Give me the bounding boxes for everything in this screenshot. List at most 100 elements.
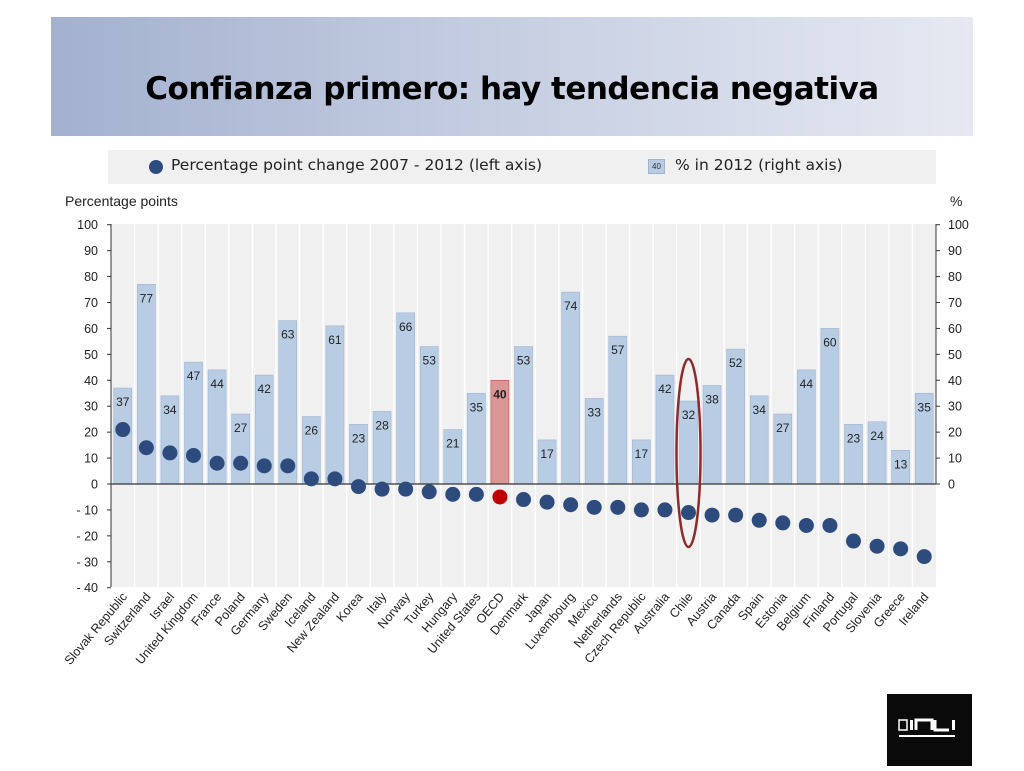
legend-dot-label: Percentage point change 2007 - 2012 (lef… (171, 156, 542, 174)
bar-value-label: 52 (729, 356, 743, 370)
change-dot (280, 458, 296, 474)
right-tick-label: 90 (948, 244, 962, 258)
bar (820, 328, 840, 485)
right-tick-label: 70 (948, 296, 962, 310)
highlight-ellipse (675, 357, 702, 549)
bar-value-label: 27 (776, 421, 790, 435)
left-tick-label: 30 (84, 400, 98, 414)
change-dot (657, 502, 673, 518)
change-dot (681, 505, 696, 521)
right-tick-label: 30 (948, 400, 962, 414)
right-axis-label: % (950, 193, 963, 209)
bar-value-label: 32 (682, 408, 696, 422)
bar (396, 312, 415, 485)
left-tick-label: 40 (84, 374, 98, 388)
change-dot (186, 447, 201, 463)
left-tick-label: 70 (84, 296, 98, 310)
change-dot (421, 484, 437, 500)
right-tick-label: 20 (948, 426, 962, 440)
bar-value-label: 26 (305, 424, 319, 438)
bar-value-label: 74 (564, 299, 578, 313)
change-dot (445, 486, 461, 502)
left-tick-label: 80 (84, 270, 98, 284)
change-dot (327, 471, 343, 487)
change-dot (869, 538, 885, 554)
left-tick-label: 10 (84, 452, 98, 466)
change-dot (398, 481, 414, 497)
right-tick-label: 40 (948, 374, 962, 388)
bar-value-label: 53 (423, 354, 437, 368)
change-dot (893, 541, 909, 557)
right-tick-label: 0 (948, 478, 955, 492)
bar-value-label: 34 (753, 403, 767, 417)
left-tick-label: - 40 (76, 581, 98, 595)
bar-value-label: 42 (258, 382, 272, 396)
slide-title: Confianza primero: hay tendencia negativ… (145, 71, 879, 107)
change-dot (303, 471, 319, 487)
left-tick-label: 50 (84, 348, 98, 362)
university-logo (887, 694, 972, 766)
bar-value-label: 21 (446, 437, 460, 451)
bar-value-label: 44 (800, 377, 814, 391)
right-tick-label: 80 (948, 270, 962, 284)
bar-value-label: 23 (352, 431, 366, 445)
bar-value-label: 77 (140, 291, 154, 305)
change-dot (351, 479, 366, 495)
bar-value-label: 27 (234, 421, 248, 435)
change-dot (468, 486, 484, 502)
title-banner: Confianza primero: hay tendencia negativ… (51, 17, 973, 136)
change-dot (633, 502, 649, 518)
bar-value-label: 34 (163, 403, 177, 417)
bar-value-label: 24 (870, 429, 884, 443)
bar-value-label: 66 (399, 320, 413, 334)
left-axis-label: Percentage points (65, 193, 178, 209)
change-dot (256, 458, 272, 474)
change-dot (610, 499, 626, 515)
left-tick-label: 60 (84, 322, 98, 336)
change-dot (563, 497, 579, 513)
bar-value-label: 35 (918, 400, 932, 414)
legend-dot-marker (149, 160, 163, 174)
change-dot (586, 499, 602, 515)
bar-value-label: 63 (281, 328, 295, 342)
bar (325, 325, 345, 485)
bar-value-label: 47 (187, 369, 201, 383)
bar-value-label: 13 (894, 457, 908, 471)
bar-value-label: 40 (493, 387, 507, 401)
bar-value-label: 38 (705, 392, 719, 406)
left-tick-label: 100 (77, 218, 98, 232)
change-dot (516, 492, 531, 508)
logo-mark-icon (898, 718, 955, 737)
change-dot (162, 445, 178, 461)
category-label: Korea (334, 590, 366, 625)
bar-value-label: 17 (540, 447, 554, 461)
bar-value-label: 61 (328, 333, 342, 347)
legend-bar-label: % in 2012 (right axis) (675, 156, 843, 174)
left-tick-label: 20 (84, 426, 98, 440)
bar-value-label: 42 (658, 382, 672, 396)
right-tick-label: 50 (948, 348, 962, 362)
left-tick-label: - 20 (76, 529, 98, 543)
change-dot (539, 494, 555, 510)
bar-value-label: 37 (116, 395, 130, 409)
change-dot (138, 440, 154, 456)
change-dot (728, 507, 744, 523)
bar-value-label: 60 (823, 335, 837, 349)
chart-legend: Percentage point change 2007 - 2012 (lef… (108, 150, 936, 184)
change-dot (374, 481, 390, 497)
change-dot (115, 422, 131, 438)
change-dot (798, 517, 814, 533)
bar (608, 335, 628, 485)
legend-bar-marker: 40 (648, 159, 665, 174)
bar-value-label: 53 (517, 354, 531, 368)
bar-value-label: 33 (588, 405, 602, 419)
change-dot (822, 517, 838, 533)
bar-value-label: 57 (611, 343, 625, 357)
change-dot (846, 533, 861, 549)
bar-value-label: 28 (375, 418, 389, 432)
change-dot (492, 489, 508, 505)
right-tick-label: 60 (948, 322, 962, 336)
left-tick-label: - 10 (76, 503, 98, 517)
bar-value-label: 35 (470, 400, 484, 414)
